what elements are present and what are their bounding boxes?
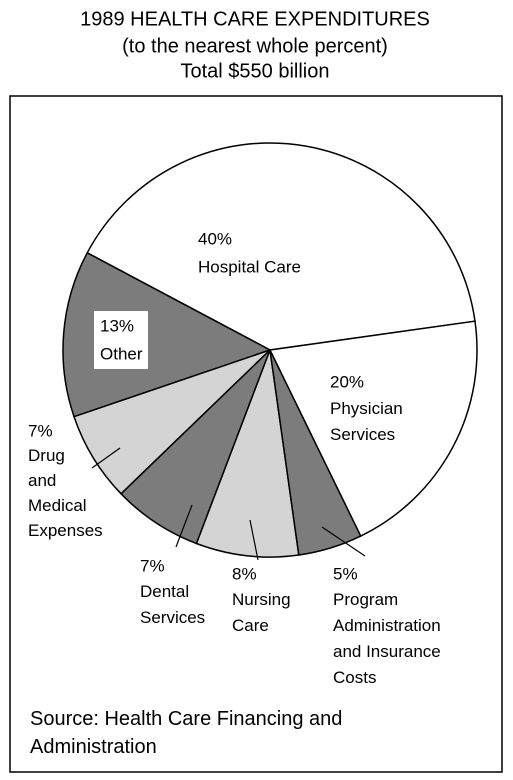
- category-label: Dental Services: [140, 582, 205, 627]
- category-label: Drug and Medical Expenses: [28, 446, 103, 540]
- leader-line: [249, 519, 259, 561]
- leader-line: [321, 526, 366, 557]
- value-label: 13%: [100, 316, 134, 335]
- category-label: Program Administration and Insurance Costs: [333, 590, 441, 687]
- category-label: Hospital Care: [198, 257, 301, 276]
- category-label: Other: [100, 344, 143, 363]
- label-background: [94, 311, 148, 369]
- pie-slice: [268, 320, 478, 538]
- value-label: 8%: [232, 564, 257, 583]
- leader-line: [91, 447, 121, 469]
- value-label: 7%: [28, 421, 53, 440]
- value-label: 7%: [140, 556, 165, 575]
- category-label: Nursing Care: [232, 590, 291, 635]
- chart-subtitle: (to the nearest whole percent): [122, 35, 388, 57]
- leader-line: [175, 504, 193, 548]
- chart-title: 1989 HEALTH CARE EXPENDITURES: [80, 8, 430, 30]
- total-label: Total $550 billion: [181, 60, 330, 82]
- pie-slice: [195, 349, 300, 558]
- value-label: 5%: [333, 564, 358, 583]
- pie-slice: [86, 142, 476, 351]
- category-label: Physician Services: [330, 399, 403, 444]
- pie-slice: [62, 251, 272, 418]
- value-label: 20%: [330, 372, 364, 391]
- frame: [9, 95, 503, 773]
- value-label: 40%: [198, 229, 232, 248]
- source-note: Source: Health Care Financing and Adminis…: [30, 708, 342, 758]
